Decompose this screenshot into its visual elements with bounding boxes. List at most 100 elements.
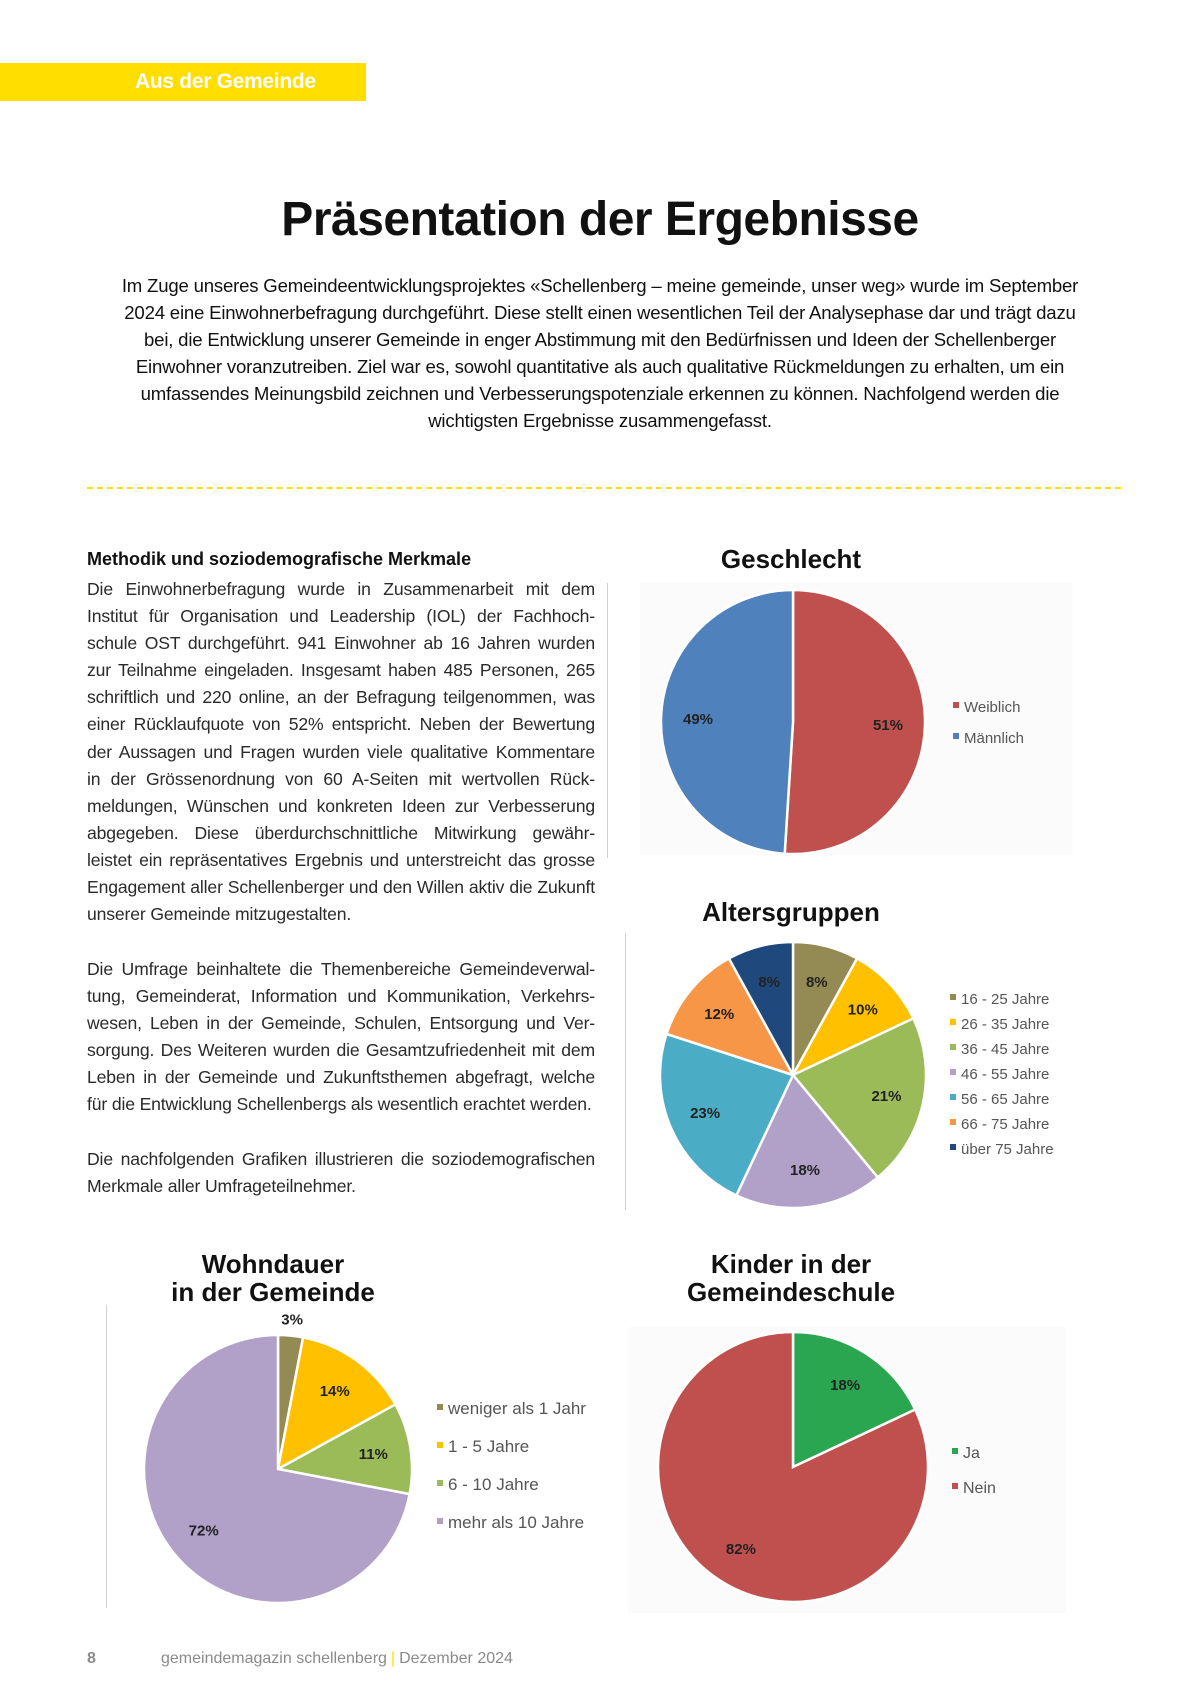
pie-data-label: 10% — [848, 1001, 878, 1018]
body-line: wesen, Leben in der Gemeinde, Schulen, E… — [87, 1013, 595, 1034]
pie-data-label: 18% — [790, 1162, 820, 1179]
section-tag: Aus der Gemeinde — [0, 63, 366, 101]
legend-swatch — [950, 1144, 956, 1150]
intro-paragraph: Im Zuge unseres Gemeindeentwicklungsproj… — [80, 272, 1120, 434]
page-number: 8 — [87, 1650, 96, 1667]
body-paragraph-2: Die Umfrage beinhaltete die Themenbereic… — [87, 956, 595, 1119]
pie-data-label: 72% — [189, 1522, 219, 1539]
pie-data-label: 21% — [871, 1088, 901, 1105]
pie-data-label: 8% — [806, 974, 828, 991]
legend-swatch — [953, 733, 959, 739]
body-line: Leben in der Gemeinde und Zukunftsthemen… — [87, 1067, 595, 1088]
legend-swatch — [953, 702, 959, 708]
body-line: abgegeben. Diese überdurchschnittliche M… — [87, 822, 595, 843]
dashed-divider — [87, 487, 1121, 489]
chart-divider-line — [607, 583, 608, 858]
legend-label: 26 - 35 Jahre — [961, 1016, 1049, 1033]
pie-slice — [791, 1330, 917, 1469]
legend-label: 6 - 10 Jahre — [448, 1475, 539, 1494]
intro-line: 2024 eine Einwohnerbefragung durchgeführ… — [124, 302, 1076, 323]
legend-label: 46 - 55 Jahre — [961, 1066, 1049, 1083]
legend-label: 66 - 75 Jahre — [961, 1116, 1049, 1133]
body-line: der Aussagen und Fragen wurden viele qua… — [87, 741, 595, 762]
legend-label: Männlich — [964, 730, 1024, 747]
legend-swatch — [950, 1119, 956, 1125]
legend-label: mehr als 10 Jahre — [448, 1513, 584, 1532]
page-title: Präsentation der Ergebnisse — [281, 193, 919, 246]
section-tag-label: Aus der Gemeinde — [135, 70, 316, 93]
body-line: meldungen, Wünschen und konkreten Ideen … — [87, 795, 595, 816]
pie-slice — [658, 1032, 795, 1198]
pie-slice — [790, 956, 916, 1078]
legend-swatch — [437, 1480, 443, 1486]
legend-label: weniger als 1 Jahr — [447, 1399, 586, 1418]
chart-divider-line — [625, 933, 626, 1210]
legend-swatch — [950, 994, 956, 1000]
chart-title-altersgruppen: Altersgruppen — [702, 897, 880, 927]
intro-line: bei, die Entwicklung unserer Gemeinde in… — [144, 329, 1056, 350]
chart-title-wohndauer: Wohndauer in der Gemeinde — [171, 1250, 375, 1306]
pie-data-label: 11% — [359, 1446, 388, 1463]
issue-date: Dezember 2024 — [399, 1650, 513, 1667]
pie-data-label: 14% — [320, 1383, 350, 1400]
legend-label: Ja — [963, 1445, 980, 1462]
chart-title-line: Kinder in der — [710, 1249, 872, 1279]
body-line: zur Teilnahme eingeladen. Insgesamt habe… — [87, 660, 595, 681]
legend-swatch — [437, 1404, 443, 1410]
legend-swatch — [437, 1442, 443, 1448]
chart-title-line: Gemeindeschule — [686, 1277, 896, 1307]
body-line: unserer Gemeinde mitzugestalten. — [87, 904, 352, 925]
pie-data-label: 51% — [873, 717, 903, 734]
chart-divider-line — [106, 1305, 107, 1608]
intro-line: Einwohner voranzutreiben. Ziel war es, s… — [135, 356, 1065, 377]
body-line: tung, Gemeinderat, Information und Kommu… — [87, 986, 595, 1007]
legend-label: Weiblich — [964, 699, 1020, 716]
body-line: Die Umfrage beinhaltete die Themenbereic… — [87, 959, 595, 979]
pie-data-label: 82% — [726, 1541, 756, 1558]
body-paragraph-3: Die nachfolgenden Grafiken illustrieren … — [87, 1146, 595, 1200]
pie-slice — [783, 588, 927, 856]
pie-slice — [727, 940, 795, 1076]
body-paragraph-1: Die Einwohnerbefragung wurde in Zusammen… — [87, 576, 595, 928]
legend-label: 36 - 45 Jahre — [961, 1041, 1049, 1058]
body-line: schriftlich und 220 online, an der Befra… — [87, 687, 595, 708]
pie-data-label: 8% — [758, 974, 780, 991]
body-line: schule OST durchgeführt. 941 Einwohner a… — [87, 633, 595, 654]
pie-data-label: 49% — [683, 711, 713, 728]
pie-slice — [142, 1333, 412, 1605]
chart-title-kinder: Kinder in der Gemeindeschule — [687, 1250, 895, 1306]
pie-slice — [664, 956, 796, 1078]
legend-label: Nein — [963, 1480, 996, 1497]
pie-data-label: 18% — [830, 1377, 860, 1394]
footer-publication: gemeindemagazin schellenberg | Dezember 20… — [161, 1650, 513, 1668]
pie-slice — [791, 1016, 928, 1180]
legend-label: 56 - 65 Jahre — [961, 1091, 1049, 1108]
intro-line: Im Zuge unseres Gemeindeentwicklungsproj… — [121, 275, 1079, 296]
intro-line: umfassendes Meinungsbild zeichnen und Ve… — [140, 383, 1060, 404]
intro-line: wichtigsten Ergebnisse zusammengefasst. — [428, 410, 772, 431]
legend-swatch — [952, 1448, 958, 1454]
pie-slice — [656, 1330, 930, 1604]
body-line: für die Entwicklung Schellenbergs als we… — [87, 1094, 592, 1115]
footer-separator: | — [390, 1650, 396, 1667]
legend-swatch — [950, 1094, 956, 1100]
chart-title-geschlecht: Geschlecht — [720, 544, 862, 574]
legend-swatch — [950, 1019, 956, 1025]
body-line: Merkmale aller Umfrageteilnehmer. — [87, 1176, 356, 1197]
magazine-name: gemeindemagazin schellenberg — [161, 1650, 387, 1667]
body-line: Engagement aller Schellenberger und den … — [87, 877, 595, 898]
legend-swatch — [952, 1483, 958, 1489]
legend-label: 1 - 5 Jahre — [448, 1437, 529, 1456]
pie-slice — [276, 1335, 398, 1472]
body-line: Institut für Organisation und Leadership… — [87, 606, 595, 627]
legend-swatch — [950, 1069, 956, 1075]
pie-slice — [274, 1402, 414, 1496]
legend-label: über 75 Jahre — [961, 1141, 1054, 1158]
body-line: Die nachfolgenden Grafiken illustrieren … — [87, 1149, 595, 1169]
legend-swatch — [437, 1518, 443, 1524]
body-line: leistet ein repräsentatives Ergebnis und… — [87, 849, 595, 870]
pie-slice — [659, 588, 795, 856]
legend-label: 16 - 25 Jahre — [961, 991, 1049, 1008]
chart-title-line: in der Gemeinde — [171, 1277, 375, 1307]
